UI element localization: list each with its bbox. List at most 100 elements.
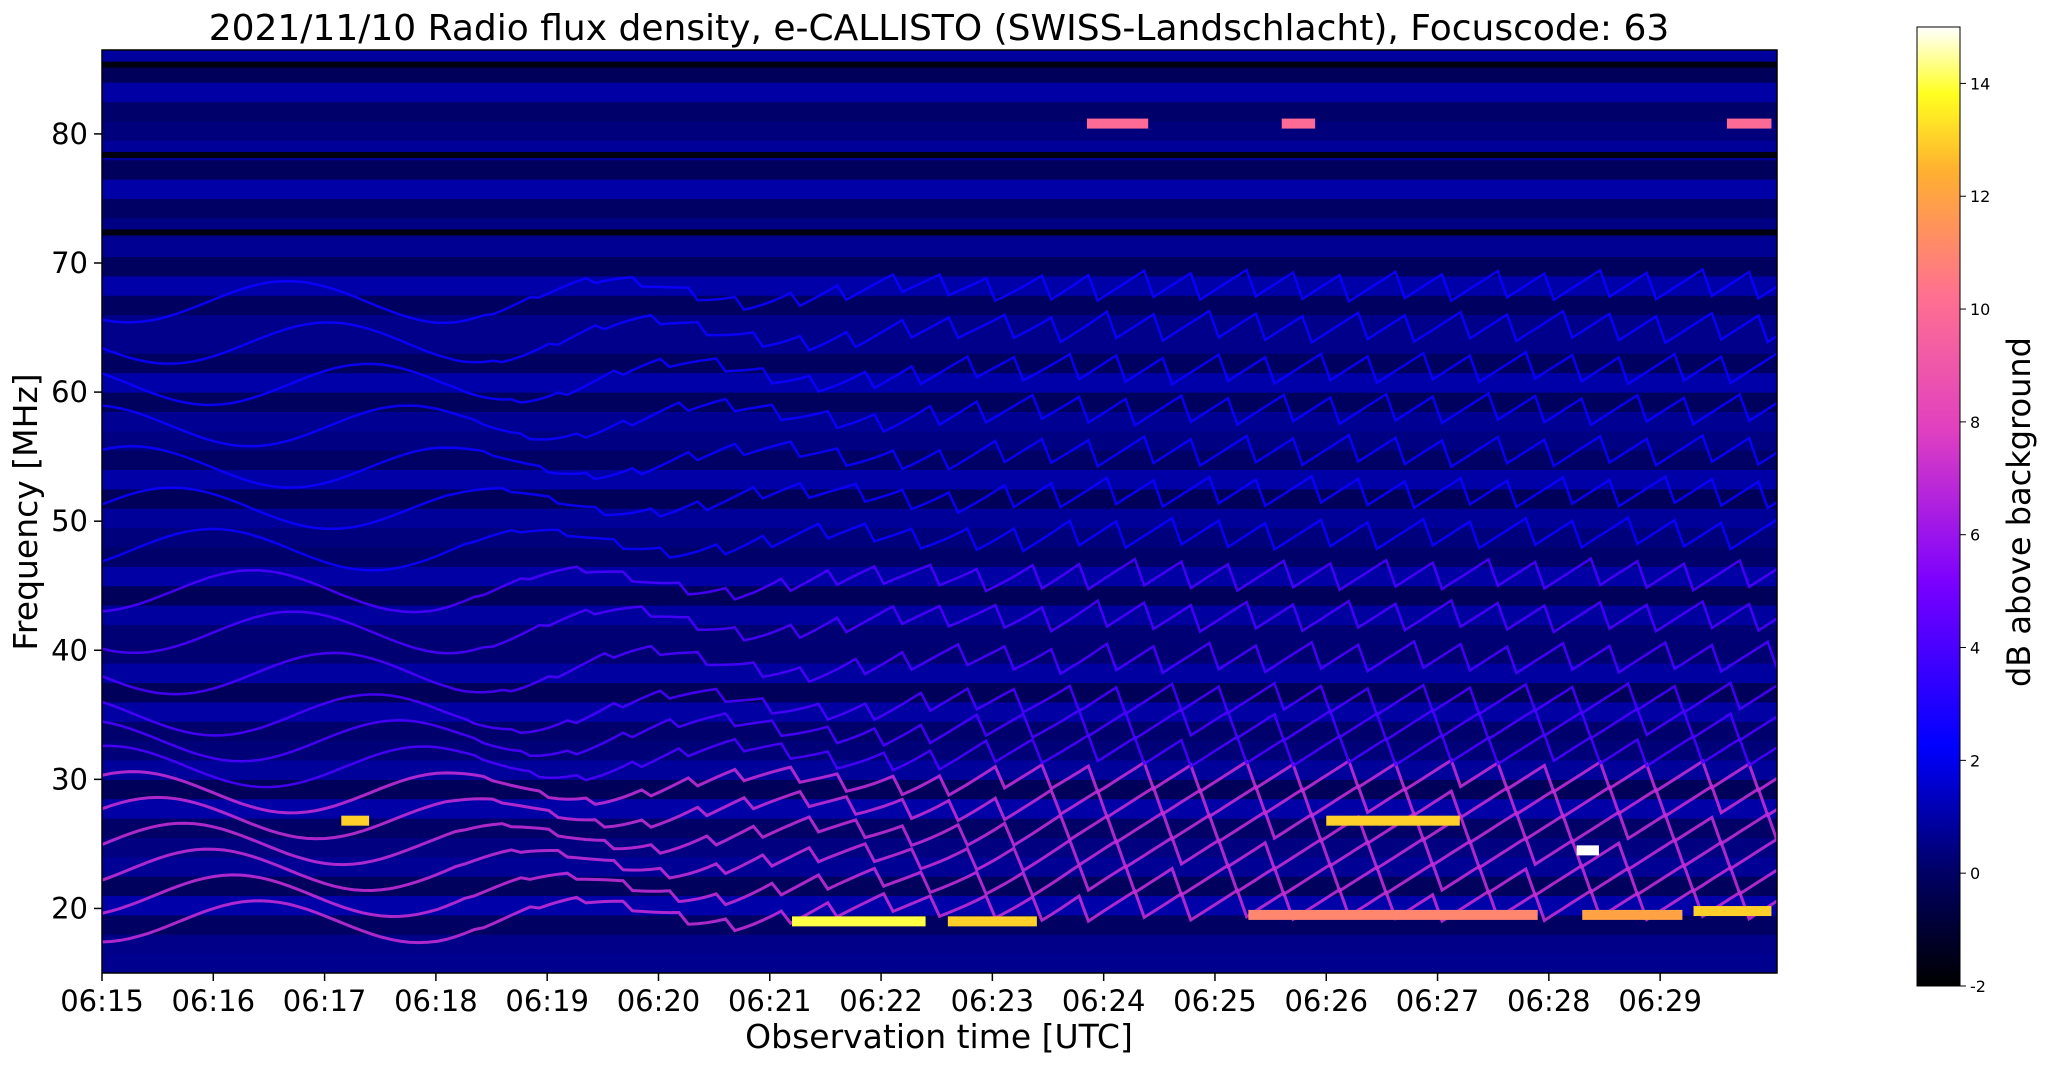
colorbar-tick-label: 14 — [1970, 74, 1990, 93]
x-tick-label: 06:23 — [951, 984, 1035, 1018]
drift-lane — [102, 835, 1777, 893]
background-band — [102, 295, 1777, 316]
background-band — [102, 469, 1777, 490]
dark-band — [102, 151, 1777, 158]
drift-lane — [102, 391, 1777, 448]
x-axis-ticks: 06:15 06:16 06:17 06:18 06:19 06:20 06:21 06:22… — [60, 973, 1702, 1018]
drift-lane — [102, 809, 1777, 867]
spectrogram-layer — [102, 50, 1777, 973]
y-tick-label: 60 — [51, 375, 88, 409]
drift-lane — [102, 861, 1777, 919]
y-tick-label: 80 — [51, 117, 88, 151]
background-band — [102, 159, 1777, 180]
x-tick-label: 06:22 — [839, 984, 923, 1018]
colorbar-tick-label: 8 — [1970, 413, 1980, 432]
hot-segment — [1693, 906, 1772, 917]
background-band — [102, 198, 1777, 219]
y-tick-label: 30 — [51, 762, 88, 796]
dark-band — [102, 229, 1777, 236]
background-band — [102, 624, 1777, 645]
x-tick-label: 06:27 — [1396, 984, 1480, 1018]
x-tick-label: 06:20 — [617, 984, 701, 1018]
drift-lane — [102, 706, 1777, 763]
x-tick-label: 06:16 — [172, 984, 256, 1018]
hot-segment — [947, 916, 1037, 927]
background-band — [102, 372, 1777, 393]
background-band — [102, 179, 1777, 199]
background-band — [102, 430, 1777, 451]
hot-segment — [1726, 118, 1772, 129]
background-band — [102, 934, 1777, 955]
background-band — [102, 585, 1777, 606]
background-band — [102, 953, 1777, 973]
hot-segment — [341, 815, 370, 826]
drift-lane — [102, 515, 1777, 572]
colorbar-tick-label: 2 — [1970, 751, 1980, 770]
background-band — [102, 701, 1777, 722]
y-axis-label: Frequency [MHz] — [6, 373, 45, 650]
x-tick-label: 06:24 — [1062, 984, 1146, 1018]
background-band — [102, 527, 1777, 548]
colorbar: -2 0 2 4 6 8 10 12 14 dB above background — [1916, 26, 2038, 996]
plot-frame — [101, 49, 1778, 974]
background-band — [102, 237, 1777, 258]
hot-segment — [1582, 909, 1683, 920]
y-tick-label: 70 — [51, 246, 88, 280]
hot-segment — [1086, 118, 1149, 129]
x-tick-label: 06:26 — [1284, 984, 1368, 1018]
background-band — [102, 62, 1777, 83]
y-tick-label: 40 — [51, 633, 88, 667]
drift-lane — [102, 598, 1777, 655]
y-tick-label: 20 — [51, 891, 88, 925]
colorbar-gradient — [1916, 26, 1961, 987]
colorbar-tick-label: 6 — [1970, 526, 1980, 545]
colorbar-tick-label: 4 — [1970, 639, 1980, 658]
background-band — [102, 450, 1777, 471]
background-band — [102, 256, 1777, 277]
background-band — [102, 392, 1777, 412]
x-tick-label: 06:28 — [1507, 984, 1591, 1018]
dark-band — [102, 61, 1777, 68]
plot-area — [101, 49, 1778, 974]
y-tick-label: 50 — [51, 504, 88, 538]
background-band — [102, 82, 1777, 103]
background-band — [102, 50, 1777, 64]
background-band — [102, 663, 1777, 684]
background-band — [102, 876, 1777, 897]
x-tick-label: 06:29 — [1618, 984, 1702, 1018]
hot-segment — [792, 916, 926, 927]
hot-segment — [1281, 118, 1316, 129]
drift-lane — [102, 732, 1777, 789]
background-band — [102, 353, 1777, 374]
background-band — [102, 488, 1777, 509]
drift-lane — [102, 639, 1777, 696]
background-band — [102, 798, 1777, 819]
background-band — [102, 779, 1777, 800]
background-band — [102, 314, 1777, 335]
background-band — [102, 566, 1777, 587]
colorbar-tick-label: 10 — [1970, 300, 1990, 319]
drift-lane — [102, 474, 1777, 531]
drift-lane — [102, 350, 1777, 407]
background-band — [102, 508, 1777, 529]
background-band — [102, 334, 1777, 354]
colorbar-tick-label: 0 — [1970, 864, 1980, 883]
colorbar-ticks: -2 0 2 4 6 8 10 12 14 — [1960, 74, 1990, 996]
background-band — [102, 101, 1777, 122]
drift-lane — [102, 681, 1777, 737]
drift-lane — [102, 783, 1777, 841]
chart-title: 2021/11/10 Radio flux density, e-CALLIST… — [209, 8, 1670, 49]
hot-segment — [1576, 845, 1599, 856]
x-tick-label: 06:19 — [505, 984, 589, 1018]
x-tick-label: 06:21 — [728, 984, 812, 1018]
x-tick-label: 06:17 — [283, 984, 367, 1018]
y-axis-ticks: 20 30 40 50 60 70 80 — [51, 117, 102, 925]
background-band — [102, 121, 1777, 141]
x-tick-label: 06:18 — [394, 984, 478, 1018]
background-band — [102, 605, 1777, 625]
x-tick-label: 06:15 — [60, 984, 144, 1018]
background-band — [102, 275, 1777, 296]
colorbar-label: dB above background — [2000, 337, 2038, 687]
colorbar-tick-label: 12 — [1970, 187, 1990, 206]
